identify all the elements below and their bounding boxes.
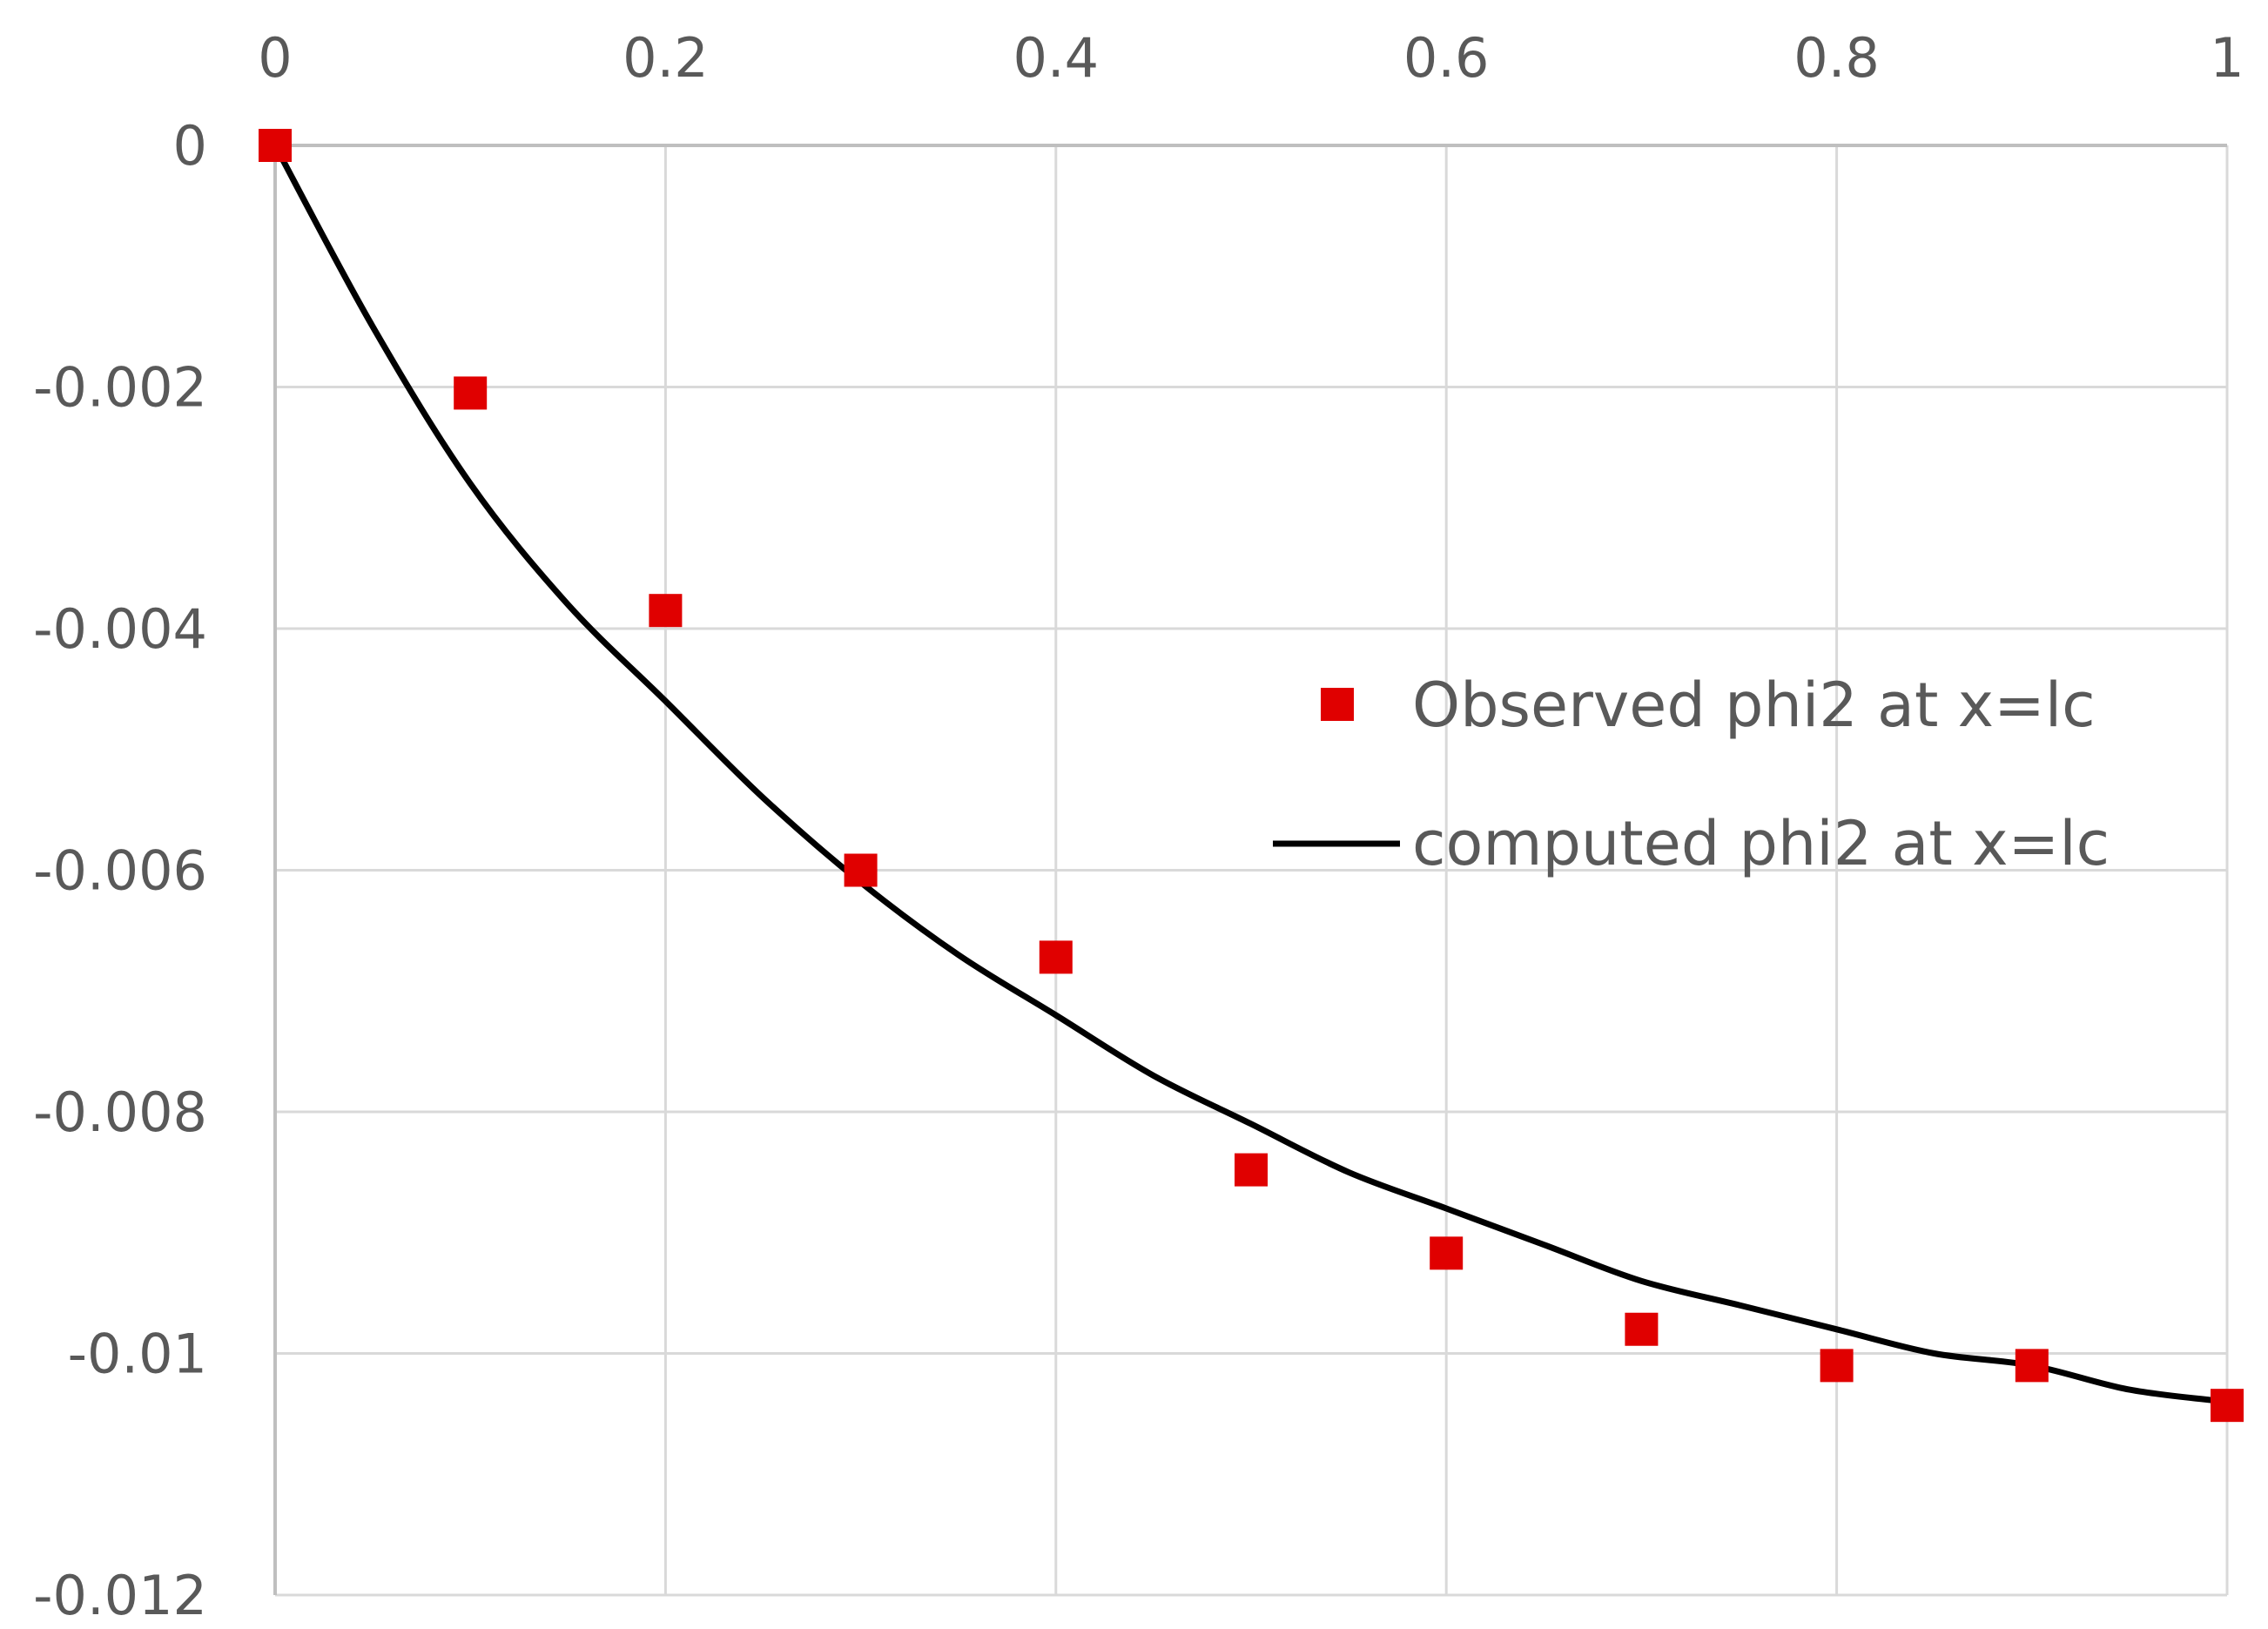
tick-labels: 0 0.2 0.4 0.6 0.8 1 0 -0.002 -0.004 -0.006 -0.008 -… [33, 26, 2244, 1627]
gridlines [273, 144, 2229, 1597]
observed-phi2-marker [649, 594, 683, 628]
y-tick-label: -0.006 [33, 839, 207, 903]
x-tick-label: 1 [2210, 26, 2244, 90]
x-tick-label: 0.2 [623, 26, 709, 90]
legend-observed-label: Observed phi2 at x=lc [1412, 670, 2096, 741]
observed-phi2-marker [844, 853, 878, 887]
observed-phi2-marker [1820, 1349, 1854, 1383]
x-tick-label: 0.6 [1403, 26, 1490, 90]
x-tick-label: 0.8 [1794, 26, 1880, 90]
legend-observed-marker-icon [1321, 688, 1354, 721]
observed-phi2-marker [259, 129, 292, 162]
observed-phi2-marker [454, 376, 488, 410]
legend: Observed phi2 at x=lc computed phi2 at x=… [1273, 670, 2110, 879]
observed-phi2-marker [2015, 1349, 2049, 1383]
y-tick-label: 0 [173, 114, 207, 178]
computed-phi2-line [272, 142, 2231, 1405]
y-tick-label: -0.008 [33, 1080, 207, 1144]
observed-phi2-marker [2211, 1389, 2244, 1423]
observed-phi2-marker [1430, 1236, 1464, 1270]
y-tick-label: -0.012 [33, 1564, 207, 1627]
y-tick-label: -0.004 [33, 597, 207, 661]
y-tick-label: -0.01 [68, 1323, 207, 1386]
observed-phi2-marker [1039, 940, 1073, 974]
series-layer [259, 129, 2244, 1423]
observed-phi2-marker [1625, 1312, 1659, 1346]
x-tick-label: 0.4 [1013, 26, 1099, 90]
x-tick-label: 0 [258, 26, 292, 90]
legend-computed-label: computed phi2 at x=lc [1412, 808, 2110, 879]
y-tick-label: -0.002 [33, 356, 207, 420]
observed-phi2-marker [1235, 1153, 1268, 1187]
